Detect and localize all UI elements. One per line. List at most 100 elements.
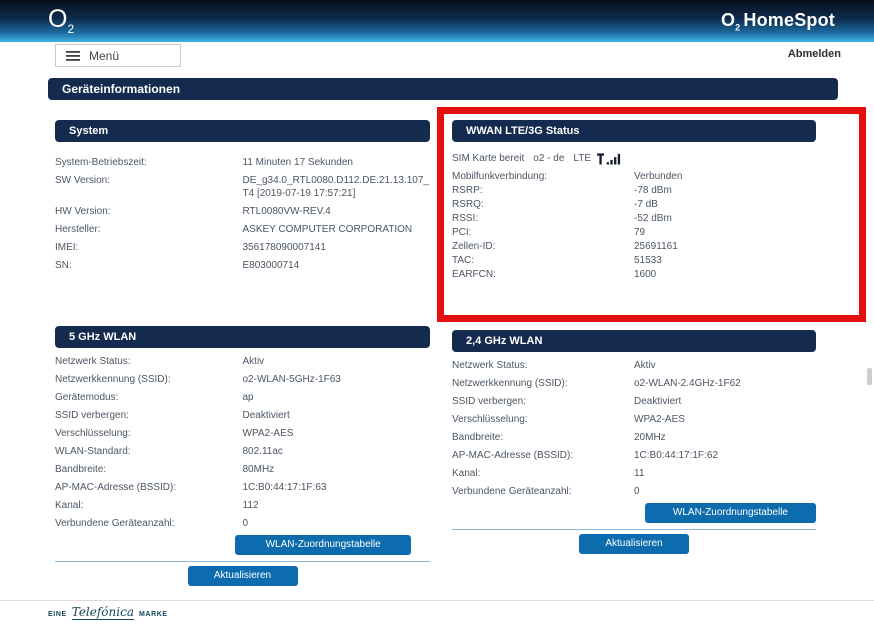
info-row: IMEI: 356178090007141 — [55, 241, 430, 254]
row-value: 1C:B0:44:17:1F:63 — [242, 482, 327, 493]
info-row: Kanal: 11 — [452, 467, 816, 480]
row-label: RSRQ: — [452, 199, 484, 210]
info-row: RSRP: -78 dBm — [452, 184, 816, 197]
system-panel-header: System — [55, 120, 430, 142]
row-value: 25691161 — [634, 241, 678, 252]
info-row: Verbundene Geräteanzahl: 0 — [452, 485, 816, 498]
page-title: Geräteinformationen — [48, 78, 838, 100]
sim-status-text: SIM Karte bereit — [452, 153, 525, 164]
row-label: AP-MAC-Adresse (BSSID): — [55, 482, 177, 493]
row-label: System-Betriebszeit: — [55, 157, 147, 168]
info-row: Netzwerk Status: Aktiv — [55, 355, 430, 368]
telefonica-brand-logo: EINE Telefónica MARKE — [48, 606, 168, 620]
row-value: Verbunden — [634, 171, 683, 182]
row-label: WLAN-Standard: — [55, 446, 131, 457]
info-row: Verschlüsselung: WPA2-AES — [55, 427, 430, 440]
row-value: WPA2-AES — [634, 414, 685, 425]
wwan-panel-title: WWAN LTE/3G Status — [466, 125, 580, 137]
row-label: Hersteller: — [55, 224, 101, 235]
info-row: HW Version: RTL0080VW-REV.4 — [55, 205, 430, 218]
row-label: Kanal: — [55, 500, 84, 511]
row-label: PCI: — [452, 227, 472, 238]
hamburger-icon — [66, 50, 80, 61]
wwan-panel: WWAN LTE/3G Status SIM Karte bereit o2 -… — [452, 120, 816, 281]
row-value: o2-WLAN-5GHz-1F63 — [242, 374, 341, 385]
info-row: RSRQ: -7 dB — [452, 198, 816, 211]
wlan5-refresh-button[interactable]: Aktualisieren — [187, 566, 298, 586]
brand-header: O2 O2 HomeSpot — [0, 0, 874, 42]
info-row: PCI: 79 — [452, 226, 816, 239]
row-label: Mobilfunkverbindung: — [452, 171, 548, 182]
system-panel: System System-Betriebszeit: 11 Minuten 17… — [55, 120, 430, 272]
wlan24-panel: 2,4 GHz WLAN Netzwerk Status: Aktiv Netzwe… — [452, 330, 816, 554]
network-operator-text: o2 - de — [533, 153, 565, 164]
info-row: EARFCN: 1600 — [452, 268, 816, 281]
info-row: Bandbreite: 80MHz — [55, 463, 430, 476]
row-label: Zellen-ID: — [452, 241, 496, 252]
info-row: TAC: 51533 — [452, 254, 816, 267]
product-name-text: HomeSpot — [743, 9, 835, 30]
wlan5-divider — [55, 561, 430, 562]
row-label: TAC: — [452, 255, 475, 266]
o2-logo-sub: 2 — [67, 22, 75, 36]
wlan5-panel-title: 5 GHz WLAN — [69, 331, 137, 343]
row-value: ap — [242, 392, 254, 403]
row-value: 79 — [634, 227, 646, 238]
row-label: Bandbreite: — [55, 464, 107, 475]
row-label: Verbundene Geräteanzahl: — [452, 486, 572, 497]
wwan-panel-body: SIM Karte bereit o2 - de LTE — [452, 142, 816, 281]
row-value: 20MHz — [634, 432, 666, 443]
info-row: Verschlüsselung: WPA2-AES — [452, 413, 816, 426]
info-row: RSSI: -52 dBm — [452, 212, 816, 225]
row-value: -78 dBm — [634, 185, 672, 196]
page-title-text: Geräteinformationen — [62, 82, 181, 96]
row-label: Verschlüsselung: — [452, 414, 528, 425]
row-value: 51533 — [634, 255, 662, 266]
wwan-panel-header: WWAN LTE/3G Status — [452, 120, 816, 142]
info-row: Mobilfunkverbindung: Verbunden — [452, 170, 816, 183]
row-value: DE_g34.0_RTL0080.D112.DE.21.13.107_T4 [2… — [242, 175, 429, 199]
logout-link[interactable]: Abmelden — [787, 48, 841, 60]
brand-name: Telefónica — [71, 605, 134, 620]
info-row: SSID verbergen: Deaktiviert — [452, 395, 816, 408]
row-value: E803000714 — [242, 260, 300, 271]
row-value: 112 — [242, 500, 259, 511]
row-value: WPA2-AES — [242, 428, 294, 439]
info-row: Zellen-ID: 25691161 — [452, 240, 816, 253]
wlan5-panel: 5 GHz WLAN Netzwerk Status: Aktiv Netzwerk… — [55, 326, 430, 586]
row-value: Aktiv — [634, 360, 656, 371]
row-value: ASKEY COMPUTER CORPORATION — [242, 224, 413, 235]
row-value: -52 dBm — [634, 213, 672, 224]
wlan24-mapping-table-button[interactable]: WLAN-Zuordnungstabelle — [644, 503, 816, 523]
row-label: SSID verbergen: — [452, 396, 526, 407]
system-panel-body: System-Betriebszeit: 11 Minuten 17 Sekund… — [55, 142, 430, 272]
info-row: Bandbreite: 20MHz — [452, 431, 816, 444]
wlan5-panel-header: 5 GHz WLAN — [55, 326, 430, 348]
menu-button[interactable]: Menü — [55, 44, 181, 67]
info-row: Netzwerkkennung (SSID): o2-WLAN-2.4GHz-1F… — [452, 377, 816, 390]
row-label: Verschlüsselung: — [55, 428, 131, 439]
row-value: 1C:B0:44:17:1F:62 — [634, 450, 718, 461]
row-label: Netzwerkkennung (SSID): — [452, 378, 568, 389]
scrollbar-thumb[interactable] — [867, 368, 872, 385]
wlan5-panel-body: Netzwerk Status: Aktiv Netzwerkkennung (SS… — [55, 348, 430, 530]
sim-status-line: SIM Karte bereit o2 - de LTE — [452, 152, 816, 165]
info-row: Verbundene Geräteanzahl: 0 — [55, 517, 430, 530]
info-row: Gerätemodus: ap — [55, 391, 430, 404]
brand-suffix: MARKE — [138, 611, 168, 618]
row-value: 1600 — [634, 269, 657, 280]
brand-prefix: EINE — [48, 611, 67, 618]
info-row: SN: E803000714 — [55, 259, 430, 272]
wlan24-panel-body: Netzwerk Status: Aktiv Netzwerkkennung (SS… — [452, 352, 816, 498]
row-label: Verbundene Geräteanzahl: — [55, 518, 175, 529]
wlan24-panel-header: 2,4 GHz WLAN — [452, 330, 816, 352]
row-label: Netzwerk Status: — [452, 360, 528, 371]
wlan24-refresh-button[interactable]: Aktualisieren — [579, 534, 689, 554]
info-row: SSID verbergen: Deaktiviert — [55, 409, 430, 422]
wlan5-mapping-table-button[interactable]: WLAN-Zuordnungstabelle — [235, 535, 412, 555]
row-label: SW Version: — [55, 175, 111, 186]
row-value: RTL0080VW-REV.4 — [242, 206, 331, 217]
row-value: Deaktiviert — [242, 410, 290, 421]
wlan24-divider — [452, 529, 816, 530]
